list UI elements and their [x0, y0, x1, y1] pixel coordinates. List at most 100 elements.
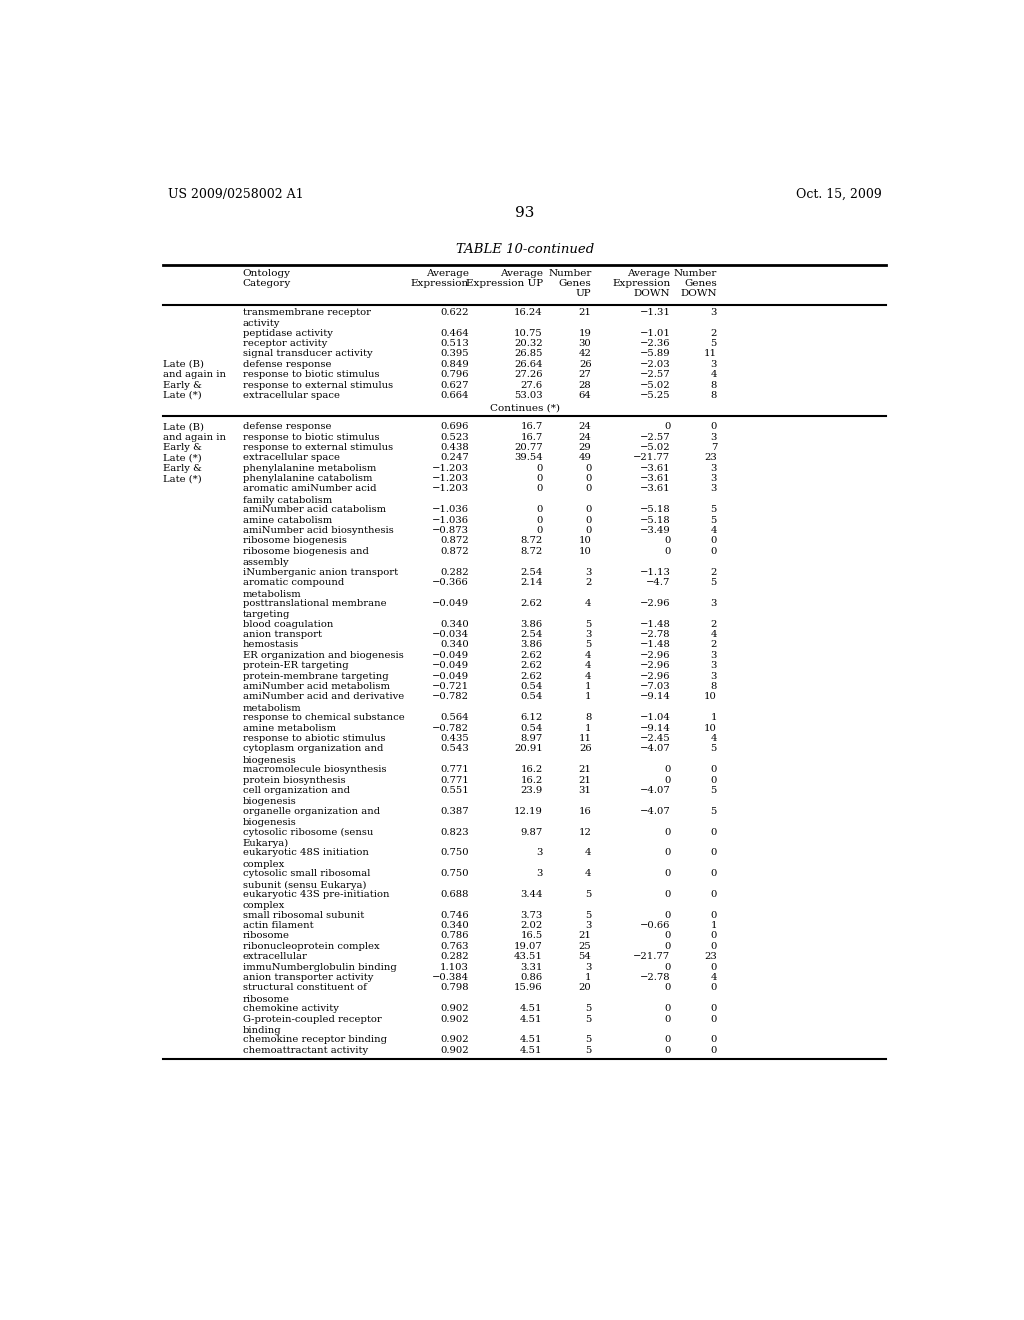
Text: 21: 21 [579, 766, 592, 774]
Text: signal transducer activity: signal transducer activity [243, 350, 373, 358]
Text: 0: 0 [585, 506, 592, 515]
Text: Early &: Early & [163, 463, 202, 473]
Text: 0.786: 0.786 [440, 932, 469, 940]
Text: −3.49: −3.49 [640, 527, 671, 535]
Text: 0: 0 [665, 962, 671, 972]
Text: 0: 0 [537, 506, 543, 515]
Text: 0.902: 0.902 [440, 1045, 469, 1055]
Text: −0.384: −0.384 [432, 973, 469, 982]
Text: 43.51: 43.51 [514, 952, 543, 961]
Text: 20.32: 20.32 [514, 339, 543, 348]
Text: 16.7: 16.7 [520, 422, 543, 432]
Text: ER organization and biogenesis: ER organization and biogenesis [243, 651, 403, 660]
Text: 0: 0 [585, 527, 592, 535]
Text: 2.02: 2.02 [520, 921, 543, 931]
Text: 24: 24 [579, 433, 592, 441]
Text: 0: 0 [665, 422, 671, 432]
Text: 4: 4 [585, 661, 592, 671]
Text: 4: 4 [585, 599, 592, 607]
Text: 31: 31 [579, 785, 592, 795]
Text: cell organization and
biogenesis: cell organization and biogenesis [243, 785, 350, 807]
Text: aromatic amiNumber acid
family catabolism: aromatic amiNumber acid family catabolis… [243, 484, 376, 506]
Text: 3: 3 [711, 599, 717, 607]
Text: 0.551: 0.551 [440, 785, 469, 795]
Text: 0: 0 [537, 527, 543, 535]
Text: eukaryotic 43S pre-initiation
complex: eukaryotic 43S pre-initiation complex [243, 890, 389, 911]
Text: 21: 21 [579, 308, 592, 317]
Text: 54: 54 [579, 952, 592, 961]
Text: Late (*): Late (*) [163, 453, 202, 462]
Text: 3: 3 [711, 463, 717, 473]
Text: 42: 42 [579, 350, 592, 358]
Text: −0.049: −0.049 [432, 661, 469, 671]
Text: −0.782: −0.782 [432, 693, 469, 701]
Text: 28: 28 [579, 380, 592, 389]
Text: −4.07: −4.07 [640, 744, 671, 754]
Text: 0.763: 0.763 [440, 942, 469, 950]
Text: 1: 1 [711, 713, 717, 722]
Text: 5: 5 [585, 890, 592, 899]
Text: Average: Average [628, 268, 671, 277]
Text: chemokine activity: chemokine activity [243, 1005, 339, 1014]
Text: −9.14: −9.14 [640, 693, 671, 701]
Text: Average: Average [426, 268, 469, 277]
Text: transmembrane receptor
activity: transmembrane receptor activity [243, 308, 371, 329]
Text: 0.771: 0.771 [440, 766, 469, 774]
Text: aromatic compound
metabolism: aromatic compound metabolism [243, 578, 344, 598]
Text: chemokine receptor binding: chemokine receptor binding [243, 1035, 387, 1044]
Text: 0.86: 0.86 [520, 973, 543, 982]
Text: protein-membrane targeting: protein-membrane targeting [243, 672, 388, 681]
Text: 16.24: 16.24 [514, 308, 543, 317]
Text: Late (B): Late (B) [163, 360, 204, 368]
Text: 5: 5 [585, 640, 592, 649]
Text: 3: 3 [711, 360, 717, 368]
Text: hemostasis: hemostasis [243, 640, 299, 649]
Text: −2.96: −2.96 [640, 672, 671, 681]
Text: 0: 0 [711, 1015, 717, 1023]
Text: 2: 2 [711, 329, 717, 338]
Text: iNumberganic anion transport: iNumberganic anion transport [243, 568, 398, 577]
Text: 5: 5 [711, 339, 717, 348]
Text: 8: 8 [711, 682, 717, 690]
Text: 5: 5 [711, 785, 717, 795]
Text: 3: 3 [711, 672, 717, 681]
Text: ribosome biogenesis: ribosome biogenesis [243, 536, 346, 545]
Text: 0.750: 0.750 [440, 849, 469, 857]
Text: 10: 10 [705, 693, 717, 701]
Text: response to external stimulus: response to external stimulus [243, 444, 393, 451]
Text: 16.7: 16.7 [520, 433, 543, 441]
Text: and again in: and again in [163, 433, 226, 441]
Text: −1.48: −1.48 [640, 619, 671, 628]
Text: 0: 0 [711, 890, 717, 899]
Text: 39.54: 39.54 [514, 453, 543, 462]
Text: 27.26: 27.26 [514, 370, 543, 379]
Text: 5: 5 [585, 619, 592, 628]
Text: 0.872: 0.872 [440, 536, 469, 545]
Text: 0: 0 [665, 546, 671, 556]
Text: Expression: Expression [612, 279, 671, 288]
Text: 3.86: 3.86 [520, 640, 543, 649]
Text: 0: 0 [711, 962, 717, 972]
Text: organelle organization and
biogenesis: organelle organization and biogenesis [243, 807, 380, 828]
Text: 1: 1 [585, 723, 592, 733]
Text: 16: 16 [579, 807, 592, 816]
Text: 5: 5 [711, 506, 717, 515]
Text: 0: 0 [665, 911, 671, 920]
Text: small ribosomal subunit: small ribosomal subunit [243, 911, 364, 920]
Text: −4.7: −4.7 [646, 578, 671, 587]
Text: 8: 8 [711, 391, 717, 400]
Text: 0: 0 [665, 1015, 671, 1023]
Text: and again in: and again in [163, 370, 226, 379]
Text: 4: 4 [711, 370, 717, 379]
Text: −2.45: −2.45 [640, 734, 671, 743]
Text: −2.78: −2.78 [640, 630, 671, 639]
Text: 27.6: 27.6 [520, 380, 543, 389]
Text: 4: 4 [711, 973, 717, 982]
Text: 3.44: 3.44 [520, 890, 543, 899]
Text: −1.203: −1.203 [432, 474, 469, 483]
Text: −21.77: −21.77 [634, 952, 671, 961]
Text: 3.31: 3.31 [520, 962, 543, 972]
Text: 0: 0 [665, 942, 671, 950]
Text: UP: UP [575, 289, 592, 297]
Text: 0.54: 0.54 [520, 682, 543, 690]
